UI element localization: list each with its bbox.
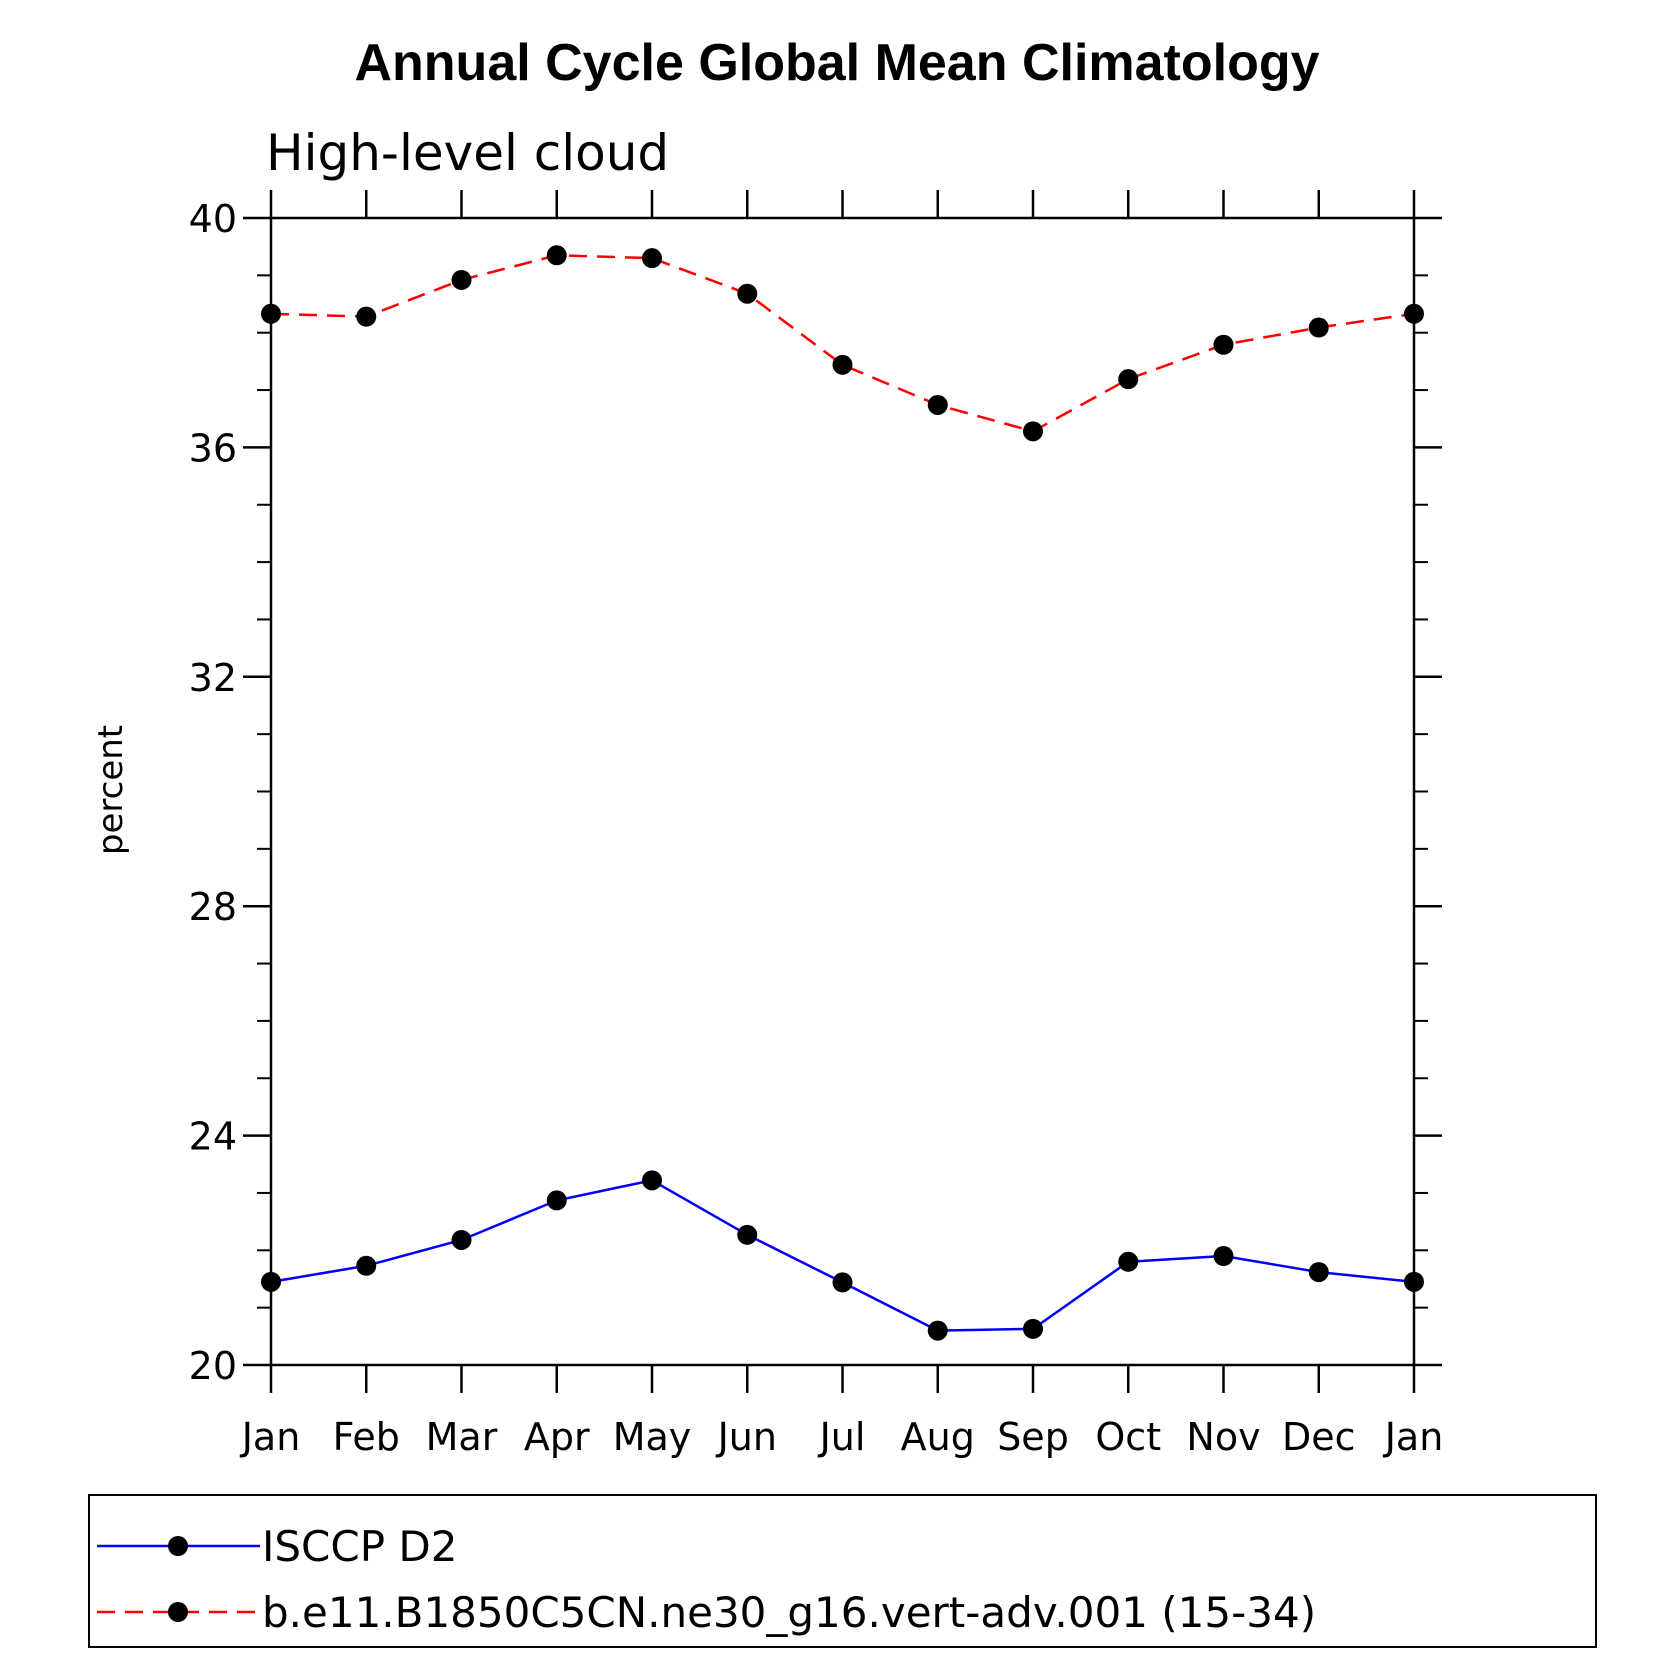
data-point [546, 245, 567, 266]
y-axis-label: percent [91, 725, 131, 855]
x-tick-label: Jan [240, 1415, 301, 1459]
data-point [737, 1224, 758, 1245]
x-tick-label: May [613, 1415, 692, 1459]
legend-label: b.e11.B1850C5CN.ne30_g16.vert-adv.001 (1… [262, 1588, 1316, 1637]
axes: 20 24 28 32 36 40 Jan Feb Mar Apr May Jun Jul Aug Sep O… [189, 190, 1444, 1459]
data-point [546, 1190, 567, 1211]
x-tick-label: Nov [1186, 1415, 1260, 1459]
plot-frame [269, 216, 1416, 1367]
data-point [1308, 1262, 1329, 1283]
data-point [261, 1271, 281, 1292]
x-tick-label: Mar [426, 1415, 498, 1459]
y-tick-label: 24 [189, 1115, 237, 1159]
legend-marker [168, 1602, 188, 1622]
data-point [1404, 303, 1424, 324]
series-line [270, 1179, 1415, 1332]
x-tick-label: Apr [524, 1415, 590, 1459]
y-tick-label: 28 [189, 885, 237, 929]
x-tick-label: Dec [1282, 1415, 1356, 1459]
legend: ISCCP D2 b.e11.B1850C5CN.ne30_g16.vert-ad… [97, 1522, 1316, 1637]
x-tick-label: Sep [997, 1415, 1069, 1459]
data-point [832, 1272, 853, 1293]
legend-marker [168, 1536, 188, 1556]
data-point [737, 283, 758, 304]
data-point [642, 1170, 662, 1191]
y-tick-label: 32 [189, 656, 237, 700]
data-point [1023, 1318, 1043, 1339]
x-tick-label: Aug [901, 1415, 975, 1459]
chart-subtitle: High-level cloud [266, 124, 669, 182]
y-tick-label: 40 [189, 197, 237, 241]
x-tick-label: Jul [818, 1415, 866, 1459]
x-tick-label: Feb [333, 1415, 400, 1459]
data-point [356, 1255, 377, 1276]
data-point [642, 248, 662, 269]
chart-title: Annual Cycle Global Mean Climatology [354, 34, 1319, 92]
data-point [1404, 1271, 1424, 1292]
data-point [261, 303, 281, 324]
legend-label: ISCCP D2 [262, 1522, 457, 1571]
data-point [1118, 369, 1139, 390]
y-tick-label: 20 [189, 1344, 237, 1388]
data-point [927, 394, 948, 415]
data-point [1118, 1251, 1139, 1272]
data-point [451, 269, 472, 290]
x-tick-label: Jun [716, 1415, 777, 1459]
data-point [1213, 334, 1234, 355]
data-point [1023, 421, 1043, 442]
data-point [832, 354, 853, 375]
series-line [270, 254, 1415, 433]
series-layer [261, 245, 1424, 1341]
legend-box [88, 1494, 1597, 1648]
data-point [356, 306, 377, 327]
data-point [1308, 317, 1329, 338]
x-tick-label: Oct [1095, 1415, 1161, 1459]
data-point [1213, 1246, 1234, 1267]
x-tick-label: Jan [1383, 1415, 1444, 1459]
data-point [927, 1320, 948, 1341]
data-point [451, 1229, 472, 1250]
y-tick-label: 36 [189, 426, 237, 470]
